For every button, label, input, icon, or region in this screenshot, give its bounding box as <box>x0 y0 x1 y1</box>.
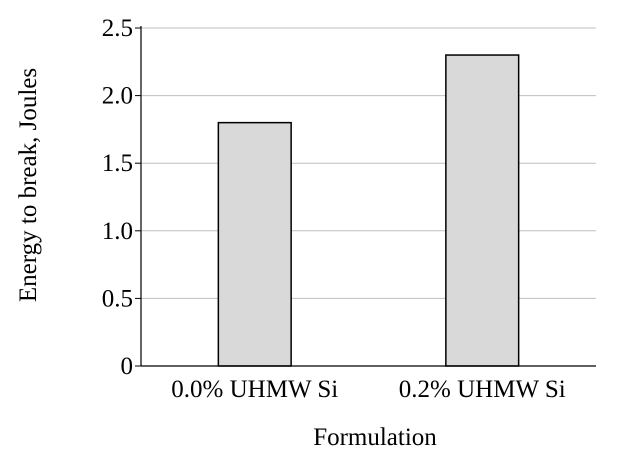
bar <box>217 121 292 367</box>
y-axis-title: Energy to break, Joules <box>15 68 42 302</box>
gridlines <box>141 27 596 299</box>
y-tick-label: 1.5 <box>102 150 133 177</box>
y-tick-label: 1.0 <box>102 218 133 245</box>
y-tick-label: 2.5 <box>102 15 133 42</box>
bar <box>445 54 520 367</box>
x-tick-label: 0.2% UHMW Si <box>399 376 566 403</box>
tick-labels: 0 0.5 1.0 1.5 2.0 2.5 0.0% UHMW Si 0.2% UHMW Si <box>102 15 566 403</box>
x-axis-title: Formulation <box>313 424 437 451</box>
y-tick-label: 0.5 <box>102 285 133 312</box>
y-tick-label: 0 <box>121 353 134 380</box>
y-tick-label: 2.0 <box>102 83 133 110</box>
bars <box>217 54 520 367</box>
x-tick-label: 0.0% UHMW Si <box>171 376 338 403</box>
axes <box>135 26 596 367</box>
